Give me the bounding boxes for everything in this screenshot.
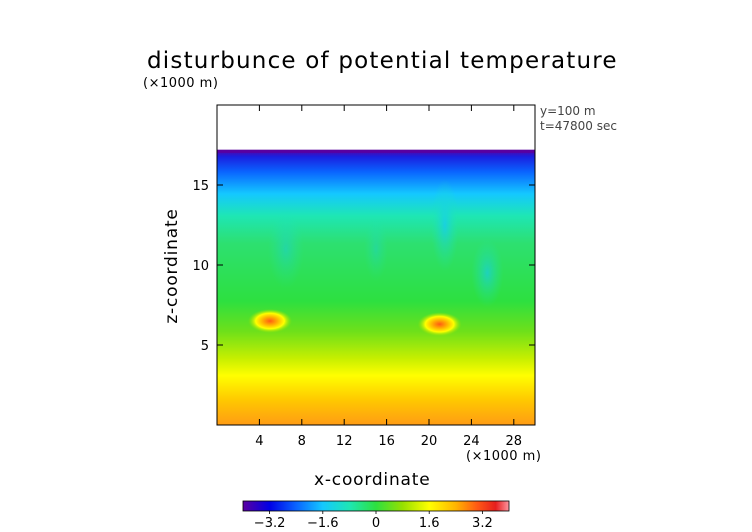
colorbar: −3.2 −1.6 0 1.6 3.2 (242, 500, 510, 531)
annotation-y: y=100 m (540, 104, 596, 118)
x-tick-label: 4 (255, 434, 263, 449)
x-tick-label: 12 (336, 434, 353, 449)
colorbar-tick-label: −1.6 (307, 516, 339, 531)
x-axis-unit: (×1000 m) (466, 449, 542, 464)
y-tick-label: 10 (192, 259, 209, 274)
cool-plume (364, 217, 388, 281)
colorbar-tick-label: 0 (372, 516, 380, 531)
x-axis-label: x-coordinate (314, 470, 431, 490)
x-tick-label: 16 (378, 434, 395, 449)
y-axis-unit: (×1000 m) (143, 76, 219, 91)
colorbar-bar (242, 500, 510, 512)
cool-plume (267, 209, 304, 289)
field-top-edge (217, 149, 535, 153)
cool-plume (430, 179, 459, 271)
y-tick-label: 15 (192, 179, 209, 194)
heatmap-field (217, 149, 535, 425)
x-tick-label: 24 (463, 434, 480, 449)
colorbar-tick-label: −3.2 (254, 516, 286, 531)
annotation-time: t=47800 sec (540, 119, 617, 133)
axes: 4 8 12 16 20 24 28 5 10 15 (192, 104, 536, 449)
cool-plume (471, 239, 504, 307)
warm-patch (417, 312, 462, 337)
chart-title: disturbunce of potential temperature (147, 48, 618, 74)
x-tick-label: 8 (298, 434, 306, 449)
warm-patch (248, 309, 292, 333)
colorbar-tick-label: 3.2 (472, 516, 493, 531)
x-tick-label: 28 (506, 434, 523, 449)
y-tick-label: 5 (201, 339, 209, 354)
colorbar-tick-label: 1.6 (419, 516, 440, 531)
x-tick-label: 20 (421, 434, 438, 449)
